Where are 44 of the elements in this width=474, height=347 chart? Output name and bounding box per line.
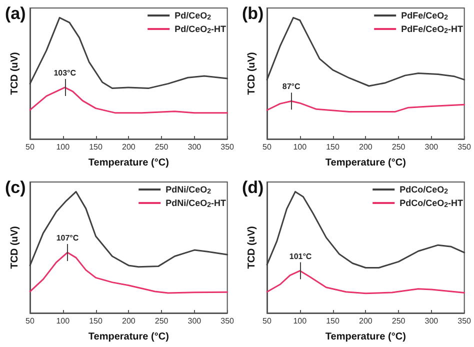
x-tick-label: 150 xyxy=(89,316,103,325)
x-tick-label: 350 xyxy=(220,142,235,152)
x-tick-label: 150 xyxy=(326,316,340,325)
x-tick-label: 250 xyxy=(392,142,406,152)
annotation: 101°C xyxy=(289,251,312,260)
y-axis-title: TCD (uV) xyxy=(10,52,20,95)
y-axis-title: TCD (uV) xyxy=(246,52,258,95)
x-axis-title: Temperature (°C) xyxy=(88,331,169,342)
x-tick-label: 300 xyxy=(424,316,439,325)
y-axis-title: TCD (uV) xyxy=(246,226,258,268)
x-tick-label: 100 xyxy=(56,142,70,152)
x-tick-label: 200 xyxy=(122,316,136,325)
chart-title: (a) xyxy=(5,4,26,23)
x-tick-label: 50 xyxy=(262,142,272,152)
x-tick-label: 100 xyxy=(293,316,308,325)
x-tick-label: 350 xyxy=(458,142,472,152)
x-tick-label: 300 xyxy=(188,142,202,152)
chart-title: (b) xyxy=(242,4,264,23)
x-tick-label: 200 xyxy=(358,316,373,325)
x-tick-label: 250 xyxy=(154,142,169,152)
x-tick-label: 350 xyxy=(220,316,235,325)
x-axis-title: Temperature (°C) xyxy=(325,331,406,342)
x-tick-label: 300 xyxy=(424,142,439,152)
x-tick-label: 350 xyxy=(458,316,472,325)
x-tick-label: 100 xyxy=(56,316,70,325)
x-axis-title: Temperature (°C) xyxy=(88,158,169,168)
annotation: 103°C xyxy=(54,68,76,78)
x-tick-label: 150 xyxy=(89,142,103,152)
x-tick-label: 250 xyxy=(392,316,406,325)
x-axis-title: Temperature (°C) xyxy=(325,158,406,168)
x-tick-label: 50 xyxy=(262,316,272,325)
chart-title: (d) xyxy=(242,178,264,196)
x-tick-label: 200 xyxy=(122,142,136,152)
x-tick-label: 100 xyxy=(293,142,308,152)
x-tick-label: 250 xyxy=(154,316,169,325)
x-tick-label: 300 xyxy=(188,316,202,325)
chart-title: (c) xyxy=(5,178,26,196)
x-tick-label: 50 xyxy=(26,316,35,325)
x-tick-label: 150 xyxy=(326,142,340,152)
annotation: 87°C xyxy=(282,82,300,92)
annotation: 107°C xyxy=(56,232,79,242)
y-axis-title: TCD (uV) xyxy=(10,226,20,268)
x-tick-label: 50 xyxy=(26,142,35,152)
x-tick-label: 200 xyxy=(358,142,373,152)
